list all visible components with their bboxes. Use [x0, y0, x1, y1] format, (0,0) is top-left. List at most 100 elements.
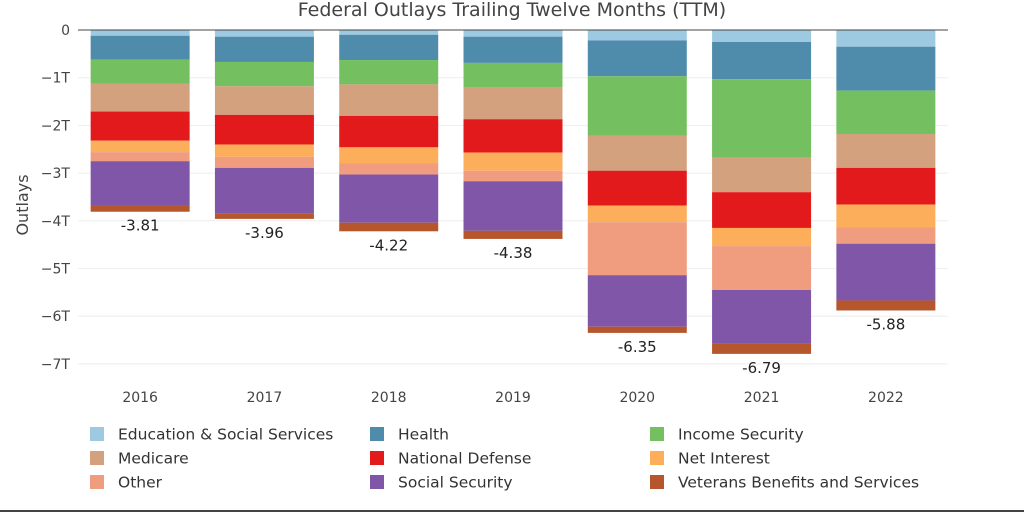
- bar-segment: [339, 163, 439, 175]
- legend-swatch: [90, 427, 104, 441]
- legend-swatch: [370, 427, 384, 441]
- bar-segment: [90, 35, 190, 60]
- bar-segment: [587, 135, 687, 171]
- bar-segment: [463, 230, 563, 239]
- x-tick-label: 2017: [247, 390, 283, 406]
- x-tick-label: 2022: [868, 390, 904, 406]
- legend-entry: Other: [118, 474, 163, 492]
- bar-segment: [712, 30, 812, 42]
- x-tick-label: 2016: [122, 390, 158, 406]
- legend-entry: Net Interest: [678, 450, 770, 468]
- bar-segment: [463, 36, 563, 63]
- bar-segment: [587, 40, 687, 77]
- legend: Education & Social Services Health Income …: [90, 426, 919, 492]
- bar-segment: [90, 83, 190, 112]
- bar-segment: [836, 300, 936, 311]
- bar-segment: [712, 79, 812, 158]
- bar-segment: [836, 46, 936, 91]
- bar-segment: [90, 59, 190, 84]
- bar-segment: [712, 41, 812, 80]
- bar-segment: [90, 111, 190, 141]
- y-tick-label: −1T: [41, 71, 71, 87]
- chart-title: Federal Outlays Trailing Twelve Months (…: [298, 0, 726, 21]
- bar-total-label: -3.81: [121, 217, 160, 235]
- y-tick-label: −3T: [41, 166, 71, 182]
- legend-entry: National Defense: [398, 450, 531, 468]
- bar-segment: [836, 167, 936, 205]
- bar-segment: [463, 170, 563, 182]
- y-axis-label: Outlays: [13, 174, 32, 235]
- x-axis-ticks: 2016 2017 2018 2019 2020 2021 2022: [122, 390, 903, 406]
- bar-segment: [836, 30, 936, 47]
- bar-total-label: -4.38: [494, 244, 533, 262]
- bar-segment: [463, 181, 563, 231]
- x-tick-label: 2019: [495, 390, 531, 406]
- bar-total-label: -3.96: [245, 224, 284, 242]
- y-tick-label: −7T: [41, 357, 71, 373]
- bar-segment: [214, 213, 314, 219]
- bar-segment: [587, 275, 687, 327]
- legend-swatch: [650, 475, 664, 489]
- bar-segment: [214, 36, 314, 62]
- bar-segment: [214, 167, 314, 214]
- x-tick-label: 2018: [371, 390, 407, 406]
- bar-segment: [712, 343, 812, 354]
- bar-segment: [90, 161, 190, 206]
- bar-segment: [463, 30, 563, 37]
- y-tick-label: −6T: [41, 309, 71, 325]
- bar-segment: [214, 114, 314, 145]
- bar-segment: [90, 140, 190, 153]
- bar-segment: [90, 152, 190, 162]
- bar-segment: [90, 30, 190, 36]
- bar-segment: [587, 30, 687, 41]
- bar-segment: [339, 174, 439, 223]
- y-tick-label: −5T: [41, 262, 71, 278]
- bar-segment: [587, 76, 687, 136]
- bar-segment: [836, 133, 936, 168]
- legend-entry: Veterans Benefits and Services: [678, 474, 919, 492]
- legend-swatch: [370, 475, 384, 489]
- stacked-bars: [78, 29, 948, 354]
- bar-segment: [214, 30, 314, 37]
- legend-entry: Social Security: [398, 474, 513, 492]
- legend-swatch: [90, 475, 104, 489]
- bar-segment: [339, 115, 439, 148]
- bar-segment: [836, 243, 936, 301]
- x-tick-label: 2021: [744, 390, 780, 406]
- legend-swatch: [650, 427, 664, 441]
- y-axis-ticks: 0 −1T −2T −3T −4T −5T −6T −7T: [41, 23, 71, 373]
- bar-segment: [463, 119, 563, 153]
- bar-segment: [214, 61, 314, 87]
- bar-segment: [339, 147, 439, 164]
- legend-entry: Education & Social Services: [118, 426, 333, 444]
- legend-entry: Medicare: [118, 450, 189, 468]
- bar-segment: [712, 246, 812, 290]
- bar-segment: [836, 204, 936, 228]
- legend-entry: Health: [398, 426, 449, 444]
- bar-segment: [339, 34, 439, 61]
- bar-segment: [463, 152, 563, 171]
- bar-total-label: -4.22: [369, 236, 408, 254]
- bar-segment: [214, 144, 314, 157]
- bottom-border: [0, 510, 1024, 512]
- bar-segment: [90, 205, 190, 212]
- bar-segment: [587, 326, 687, 333]
- bar-segment: [587, 222, 687, 276]
- bar-segment: [339, 222, 439, 232]
- bar-segment: [836, 90, 936, 134]
- x-tick-label: 2020: [619, 390, 655, 406]
- legend-swatch: [370, 451, 384, 465]
- legend-entry: Income Security: [678, 426, 804, 444]
- bar-segment: [712, 289, 812, 344]
- bar-total-labels: -3.81 -3.96 -4.22 -4.38 -6.35 -6.79 -5.88: [121, 217, 906, 377]
- bar-segment: [712, 192, 812, 228]
- bar-segment: [587, 205, 687, 223]
- bar-segment: [463, 87, 563, 120]
- legend-swatch: [90, 451, 104, 465]
- bar-segment: [214, 86, 314, 115]
- bar-segment: [339, 84, 439, 116]
- y-tick-label: −2T: [41, 118, 71, 134]
- bar-segment: [587, 170, 687, 206]
- bar-segment: [712, 157, 812, 193]
